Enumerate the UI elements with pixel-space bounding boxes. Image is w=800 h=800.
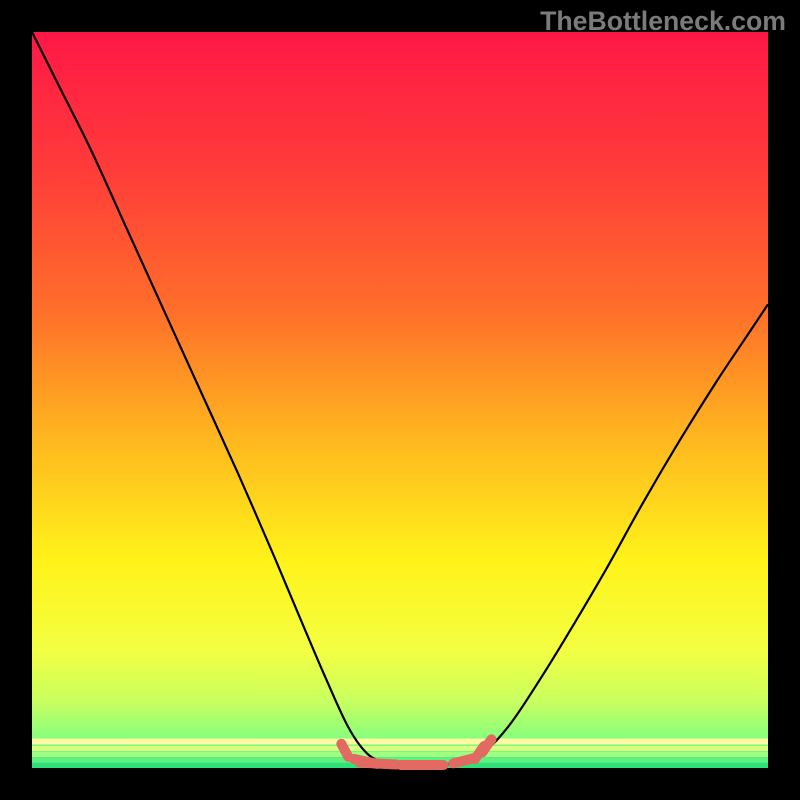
trough-marker xyxy=(341,744,348,757)
plot-area xyxy=(32,32,768,768)
trough-marker xyxy=(360,763,397,765)
canvas: TheBottleneck.com xyxy=(0,0,800,800)
gradient-stripe xyxy=(32,739,768,745)
bottleneck-chart xyxy=(0,0,800,800)
gradient-stripe xyxy=(32,746,768,751)
gradient-stripe xyxy=(32,752,768,757)
